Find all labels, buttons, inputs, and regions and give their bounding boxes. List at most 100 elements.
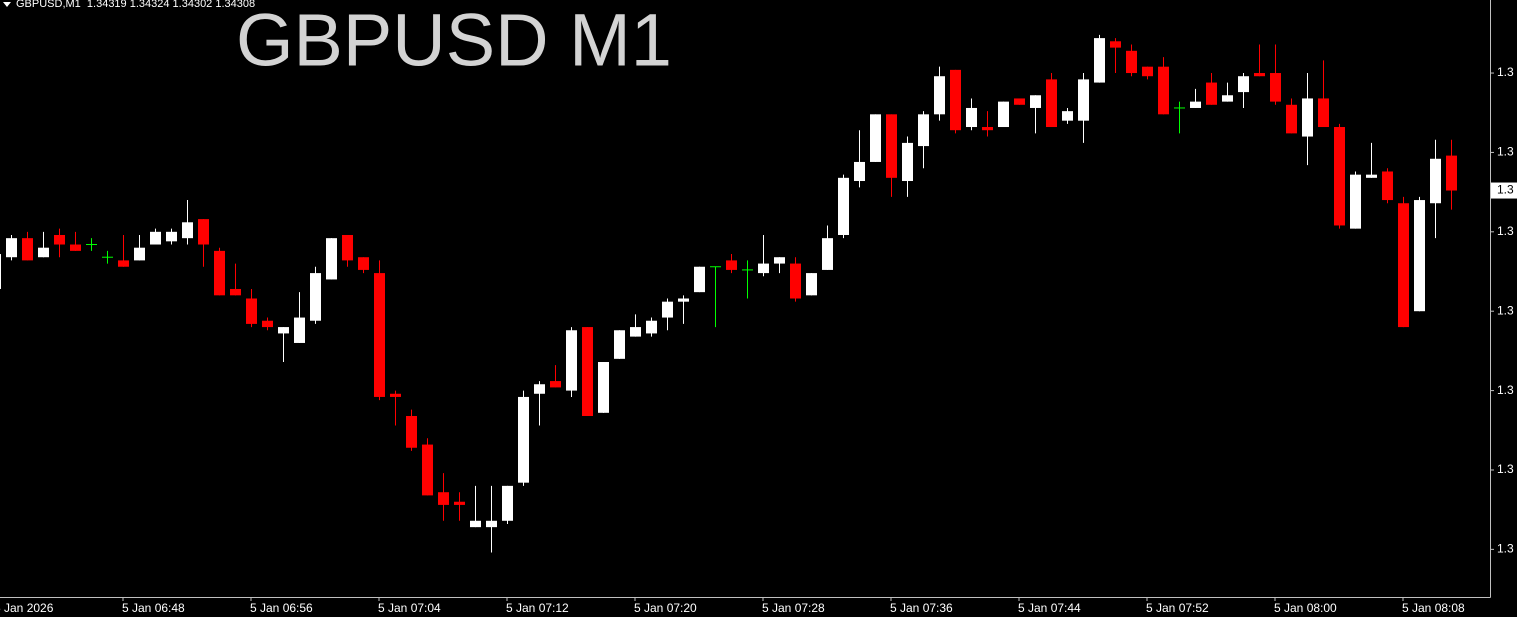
candle-body <box>214 250 225 296</box>
candle-body <box>774 257 785 264</box>
x-tick-label: 5 Jan 08:08 <box>1402 601 1465 615</box>
candle-body <box>1222 95 1233 102</box>
candle-body <box>278 327 289 334</box>
candle-body <box>470 520 481 528</box>
candle-body <box>1158 66 1169 115</box>
candle-body <box>1302 98 1313 137</box>
candle-body <box>582 327 593 416</box>
candle-body <box>598 362 609 413</box>
candle-body <box>1062 111 1073 121</box>
candle-body <box>982 127 993 131</box>
candle-body <box>182 222 193 239</box>
candle-body <box>1414 200 1425 312</box>
candle-body <box>886 114 897 178</box>
y-tick-label: 1.3 <box>1497 145 1514 159</box>
candle-body <box>630 327 641 337</box>
candle-body <box>294 317 305 343</box>
candle-body <box>1350 174 1361 229</box>
x-tick-label: 5 Jan 2026 <box>0 601 54 615</box>
x-tick-label: 5 Jan 07:44 <box>1018 601 1081 615</box>
candle-body <box>134 247 145 261</box>
candle-body <box>1398 203 1409 328</box>
x-tick-label: 5 Jan 07:04 <box>378 601 441 615</box>
chart-header: GBPUSD,M1 1.34319 1.34324 1.34302 1.3430… <box>16 0 255 10</box>
candle-body <box>1190 101 1201 108</box>
candle-body <box>6 238 17 258</box>
candle-body <box>150 231 161 245</box>
candle-body <box>70 244 81 251</box>
candle-body <box>934 76 945 115</box>
candle-body <box>1126 50 1137 74</box>
candle-body <box>566 330 577 391</box>
candle-body <box>518 396 529 483</box>
last-price-box <box>1491 182 1517 199</box>
candle-body <box>198 219 209 245</box>
candle-body <box>646 320 657 334</box>
candle-body <box>918 114 929 147</box>
candle-body <box>1238 76 1249 93</box>
candle-body <box>902 142 913 182</box>
candle-body <box>838 177 849 235</box>
candle-body <box>726 260 737 270</box>
candle-body <box>1270 73 1281 102</box>
x-tick-label: 5 Jan 06:48 <box>122 601 185 615</box>
candle-body <box>870 114 881 162</box>
candle-body <box>966 107 977 128</box>
candle-body <box>1110 41 1121 48</box>
candle-body <box>790 263 801 299</box>
candle-body <box>1030 95 1041 108</box>
y-tick-label: 1.3 <box>1497 303 1514 317</box>
candle-body <box>438 492 449 505</box>
candle-body <box>310 273 321 321</box>
last-price-label: 1.3 <box>1497 183 1514 197</box>
candle-body <box>374 273 385 397</box>
candle-body <box>342 234 353 261</box>
candle-body <box>1206 82 1217 105</box>
candle-body <box>486 520 497 528</box>
candle-body <box>262 320 273 328</box>
candle-body <box>1286 104 1297 134</box>
candle-body <box>54 234 65 245</box>
x-tick-label: 5 Jan 07:28 <box>762 601 825 615</box>
candle-body <box>854 161 865 182</box>
candle-body <box>678 298 689 302</box>
candle-body <box>390 393 401 397</box>
candle-body <box>1430 158 1441 204</box>
candle-body <box>758 263 769 274</box>
candle-body <box>166 231 177 242</box>
candle-body <box>1254 73 1265 77</box>
candle-body <box>1046 79 1057 128</box>
candle-body <box>550 381 561 388</box>
candle-body <box>118 260 129 267</box>
candle-body <box>1142 66 1153 77</box>
candle-body <box>822 238 833 270</box>
candle-body <box>1318 98 1329 128</box>
x-tick-label: 5 Jan 07:52 <box>1146 601 1209 615</box>
candle-body <box>326 238 337 280</box>
x-tick-label: 5 Jan 07:36 <box>890 601 953 615</box>
candle-body <box>454 501 465 505</box>
candle-body <box>1446 155 1457 191</box>
candle-body <box>998 101 1009 128</box>
candle-body <box>1078 79 1089 121</box>
x-tick-label: 5 Jan 07:20 <box>634 601 697 615</box>
x-tick-label: 5 Jan 07:12 <box>506 601 569 615</box>
candle-body <box>1334 127 1345 226</box>
x-tick-label: 5 Jan 06:56 <box>250 601 313 615</box>
y-tick-label: 1.3 <box>1497 65 1514 79</box>
candle-body <box>406 415 417 448</box>
chart-title: GBPUSD M1 <box>236 0 672 82</box>
candle-body <box>230 288 241 296</box>
y-tick-label: 1.3 <box>1497 462 1514 476</box>
candle-body <box>694 266 705 293</box>
header-arrow <box>3 2 11 7</box>
candle-body <box>950 69 961 131</box>
candle-body <box>1366 174 1377 178</box>
candle-body <box>1014 98 1025 105</box>
candle-body <box>1382 171 1393 201</box>
candle-body <box>662 301 673 318</box>
candle-body <box>534 384 545 394</box>
